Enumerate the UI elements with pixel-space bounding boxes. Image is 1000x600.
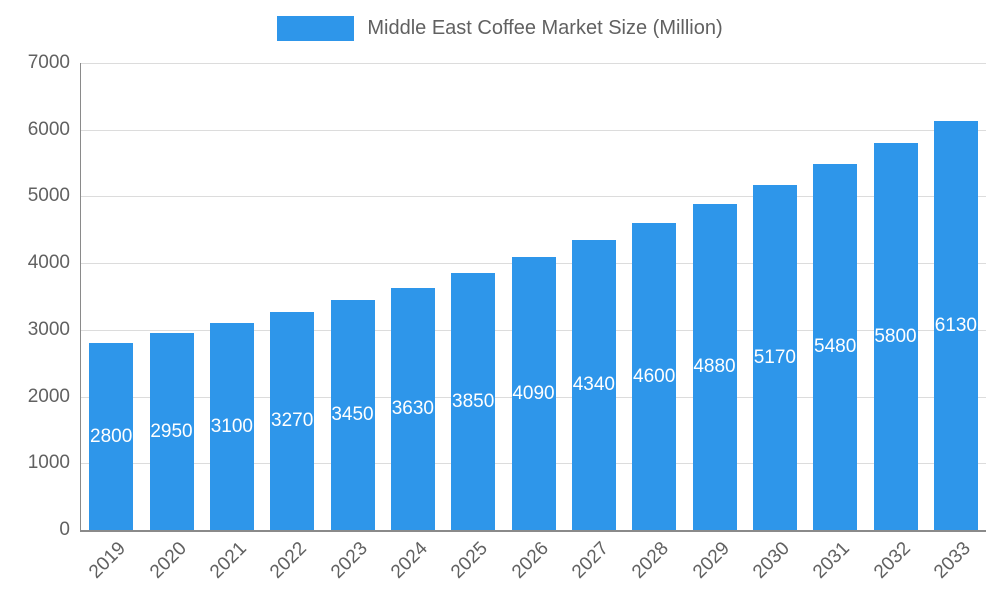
- bar-value-label: 4600: [633, 365, 676, 387]
- bar-value-label: 2800: [90, 425, 133, 447]
- bar-2029: [692, 204, 737, 530]
- gridline: [81, 63, 986, 64]
- x-axis-tick-label: 2021: [205, 538, 251, 583]
- bar-2020: [149, 333, 194, 530]
- x-axis-tick-label: 2025: [447, 538, 493, 583]
- bar-value-label: 3850: [452, 390, 495, 412]
- legend-swatch-icon: [277, 16, 355, 41]
- bar-2024: [390, 287, 435, 530]
- x-axis-tick-label: 2028: [628, 538, 674, 583]
- x-axis-tick-label: 2027: [567, 538, 613, 583]
- x-axis-tick-label: 2019: [85, 538, 131, 583]
- bar-value-label: 4880: [693, 356, 736, 378]
- y-axis-tick-label: 2000: [27, 385, 70, 407]
- y-axis-tick-label: 0: [59, 519, 70, 540]
- bar-value-label: 3630: [391, 397, 434, 419]
- bar-2026: [511, 257, 556, 530]
- bar-value-label: 5480: [814, 336, 857, 358]
- gridline: [81, 129, 986, 131]
- bar-2025: [451, 273, 496, 530]
- x-axis-tick-label: 2023: [326, 538, 372, 583]
- y-axis-tick-label: 7000: [27, 52, 70, 73]
- legend[interactable]: Middle East Coffee Market Size (Million): [0, 16, 1000, 41]
- bar-2027: [571, 240, 616, 530]
- y-axis-tick-label: 5000: [27, 185, 70, 207]
- bar-value-label: 5170: [753, 346, 796, 368]
- x-axis-tick-label: 2029: [688, 538, 734, 583]
- bar-value-label: 6130: [934, 314, 977, 336]
- bar-2028: [632, 223, 677, 530]
- y-axis-tick-label: 1000: [27, 452, 70, 474]
- bar-value-label: 4340: [572, 374, 615, 396]
- y-axis-tick-label: 6000: [27, 118, 70, 140]
- bar-2019: [89, 343, 134, 530]
- bar-value-label: 2950: [150, 420, 193, 442]
- y-axis-tick-label: 3000: [27, 318, 70, 340]
- bar-value-label: 3270: [271, 409, 314, 431]
- bar-2021: [209, 323, 254, 530]
- bar-value-label: 3100: [210, 415, 253, 437]
- bar-value-label: 3450: [331, 403, 374, 425]
- bar-value-label: 5800: [874, 325, 917, 347]
- bar-value-label: 4090: [512, 382, 555, 404]
- x-axis-tick-label: 2020: [145, 538, 191, 583]
- bar-2022: [270, 311, 315, 530]
- gridline: [81, 196, 986, 198]
- y-axis-tick-label: 4000: [27, 252, 70, 274]
- x-axis-tick-label: 2032: [869, 538, 915, 583]
- x-axis-tick-label: 2030: [748, 538, 794, 583]
- bar-2023: [330, 299, 375, 530]
- x-axis-tick-label: 2033: [929, 538, 975, 583]
- bar-2031: [813, 164, 858, 530]
- x-axis-tick-label: 2026: [507, 538, 553, 583]
- x-axis-tick-label: 2031: [809, 538, 855, 583]
- bar-2032: [873, 143, 918, 530]
- plot-area: 0 1000 2000 3000 4000 5000 6000 7000 2800 2019 295…: [28, 52, 986, 583]
- bar-2030: [752, 185, 797, 530]
- x-axis-tick-label: 2024: [386, 538, 432, 583]
- bar-2033: [933, 121, 978, 530]
- legend-label: Middle East Coffee Market Size (Million): [367, 17, 723, 39]
- x-axis-tick-label: 2022: [266, 538, 312, 583]
